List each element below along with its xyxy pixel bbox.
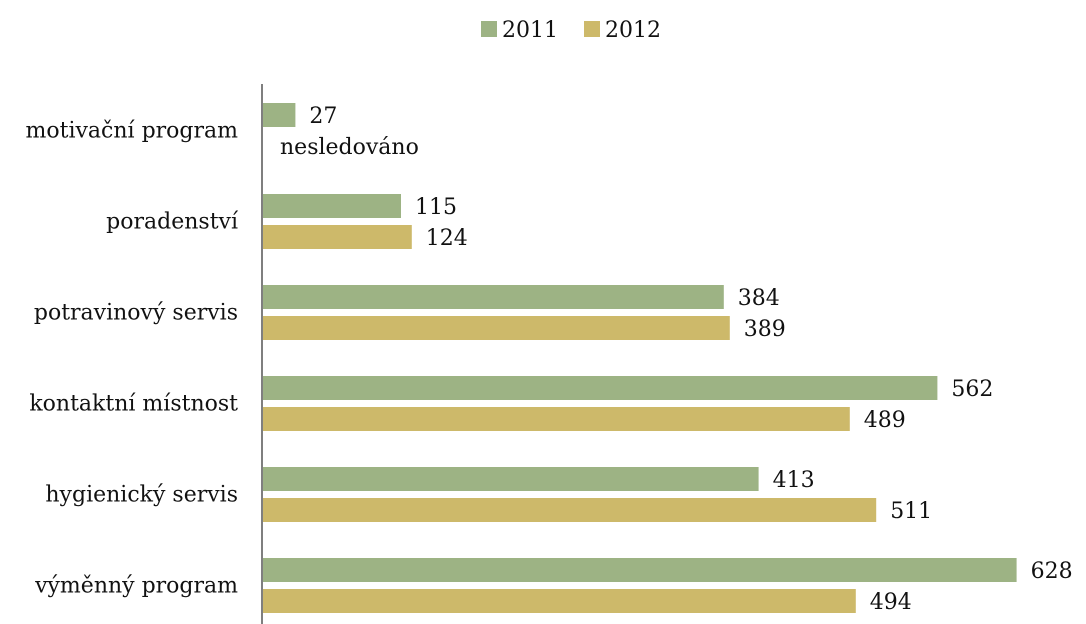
category-label: hygienický servis [45,483,238,508]
data-label: 489 [864,408,906,433]
data-label: 27 [309,104,337,129]
legend-label: 2012 [605,18,661,43]
category-label: potravinový servis [34,301,238,326]
bar-2011-2 [263,285,724,309]
bar-2011-1 [263,194,401,218]
legend-swatch-2012 [584,21,600,37]
bar-2011-0 [263,103,296,127]
bar-2011-4 [263,467,759,491]
data-label: 494 [870,590,912,615]
plot-area: motivační program 27 poradenství 115 124 potr… [26,103,1073,615]
annotation-label: nesledováno [280,135,419,160]
bar-2011-5 [263,558,1017,582]
bar-2011-3 [263,376,938,400]
data-label: 389 [744,317,786,342]
bar-2012-3 [263,407,850,431]
data-label: 384 [738,286,780,311]
legend: 2011 2012 [481,18,661,43]
data-label: 511 [890,499,932,524]
data-label: 115 [415,195,457,220]
legend-label: 2011 [502,18,558,43]
data-label: 413 [773,468,815,493]
legend-swatch-2011 [481,21,497,37]
data-label: 628 [1031,559,1073,584]
category-label: poradenství [106,210,239,235]
category-label: výměnný program [34,574,238,599]
data-label: 124 [426,226,468,251]
bar-2012-5 [263,589,856,613]
bar-2012-2 [263,316,730,340]
data-label: 562 [951,377,993,402]
category-label: motivační program [26,119,239,144]
category-label: kontaktní místnost [29,392,238,417]
bar-2012-4 [263,498,877,522]
bar-2012-1 [263,225,412,249]
